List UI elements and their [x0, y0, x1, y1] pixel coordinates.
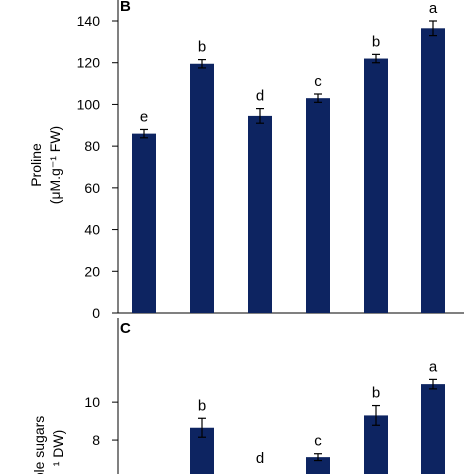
panel-b-significance-letter: b — [372, 33, 380, 50]
panel-c-soluble-sugars-chart: ble sugars ¹ DW) 8 10 b d c b a — [31, 318, 445, 474]
panel-b-significance-letter: a — [429, 0, 438, 17]
panel-b-y-tick-label: 140 — [77, 13, 101, 29]
panel-b-y-tick-label: 0 — [92, 305, 100, 321]
panel-b-bar — [306, 98, 330, 314]
panel-c-y-axis-title-line2: ¹ DW) — [50, 430, 66, 467]
panel-b-y-tick-label: 60 — [84, 180, 100, 196]
panel-b-y-tick-label: 100 — [77, 96, 101, 112]
panel-b-y-axis-title-line2: (μM.g⁻¹ FW) — [47, 126, 63, 204]
panel-c-bar — [421, 384, 445, 474]
panel-c-y-axis-title-line1: ble sugars — [31, 416, 47, 474]
panel-c-significance-letter: c — [314, 433, 322, 450]
panel-c-significance-letter: d — [256, 450, 264, 467]
panel-b-y-axis-title-line1: Proline — [28, 143, 44, 187]
panel-c-bar — [306, 457, 330, 474]
panel-b-bar — [190, 63, 214, 313]
panel-b-label: B — [120, 0, 131, 15]
panel-c-label: C — [120, 320, 131, 337]
panel-b-y-tick-label: 120 — [77, 55, 101, 71]
panel-c-y-tick-label: 8 — [92, 432, 100, 448]
panel-b-significance-letter: b — [198, 39, 206, 56]
panel-b-bar — [364, 58, 388, 313]
panel-b-y-tick-label: 40 — [84, 222, 100, 238]
panel-b-y-axis-title: Proline (μM.g⁻¹ FW) — [28, 126, 63, 204]
panel-c-significance-letter: a — [429, 358, 438, 375]
panel-c-y-tick-label: 10 — [84, 394, 100, 410]
panel-b-y-tick-label: 20 — [84, 263, 100, 279]
panel-b-y-tick-label: 80 — [84, 138, 100, 154]
panel-b-bar — [132, 133, 156, 313]
panel-b-proline-chart: B Proline (μM.g⁻¹ FW) C 0 20 40 60 80 100 120 1… — [28, 0, 464, 337]
panel-b-significance-letter: e — [140, 108, 148, 125]
panel-b-significance-letter: c — [314, 73, 322, 90]
panel-c-significance-letter: b — [198, 397, 206, 414]
panel-b-bar — [248, 115, 272, 314]
panel-b-significance-letter: d — [256, 88, 264, 105]
panel-b-bar — [421, 28, 445, 314]
panel-c-y-axis-title: ble sugars ¹ DW) — [31, 416, 66, 474]
panel-c-significance-letter: b — [372, 385, 380, 402]
